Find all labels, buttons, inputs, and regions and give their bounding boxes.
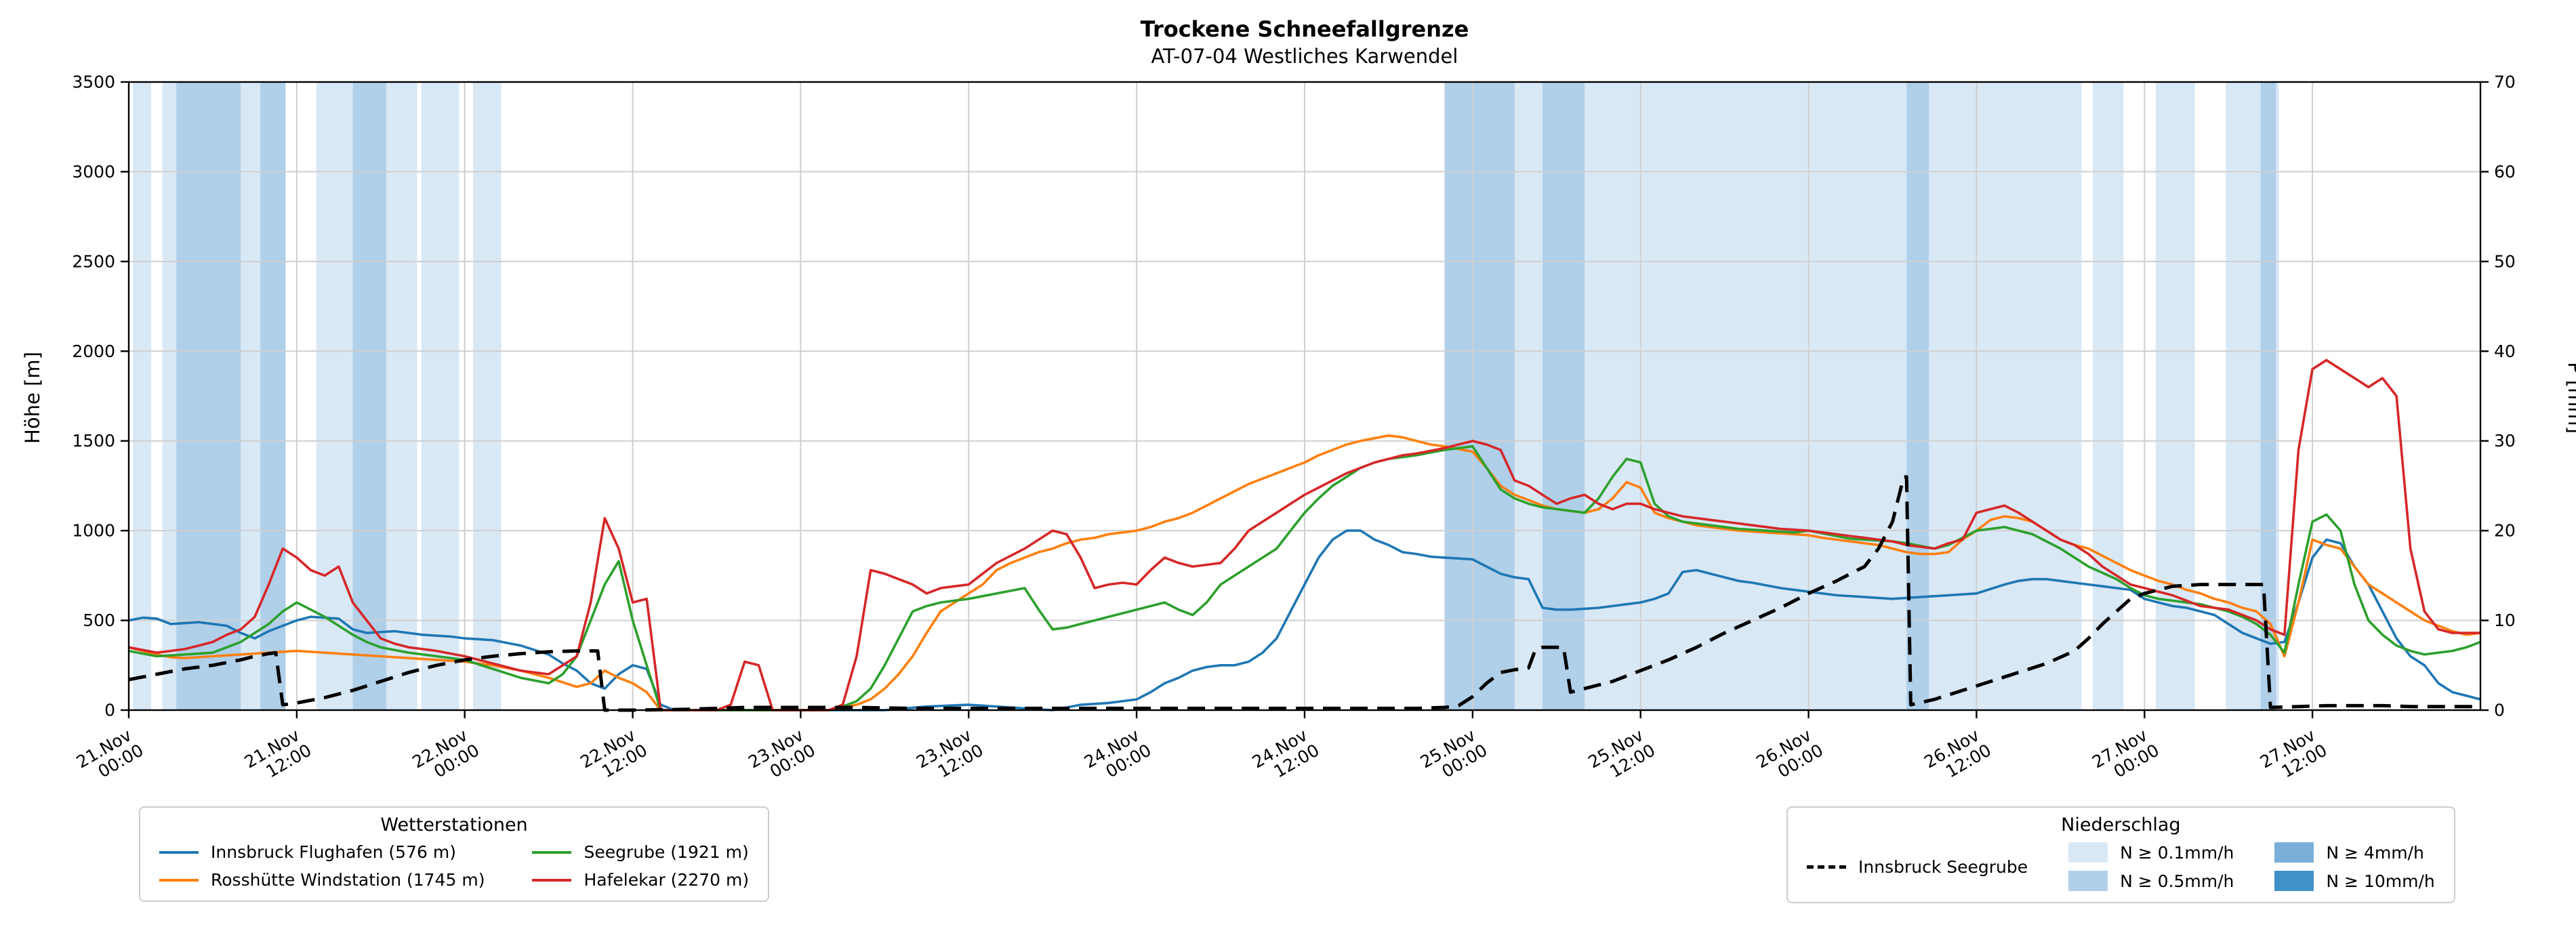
series-line-innsbruck-flughafen-576-m xyxy=(128,529,2481,711)
precip-band xyxy=(421,82,459,710)
legend-label: Hafelekar (2270 m) xyxy=(584,870,750,890)
series-line-innsbruck-seegrube xyxy=(128,475,2480,712)
chart-title: Trockene Schneefallgrenze xyxy=(1140,16,1469,42)
precip-band xyxy=(2092,82,2124,710)
legend-precip-title: Niederschlag xyxy=(2061,814,2181,835)
y-tick-left: 3000 xyxy=(72,162,115,182)
y-tick-left: 500 xyxy=(83,611,115,630)
y-tick-left: 2000 xyxy=(72,342,115,361)
legend-niederschlag: Niederschlag Innsbruck Seegrube N ≥ 0.1m… xyxy=(1786,806,2455,903)
y-tick-right: 20 xyxy=(2494,521,2516,541)
chart-plot-area: 0 500 1000 1500 2000 2500 3000 3500 0 10 20 30 40 50 6… xyxy=(72,73,2516,782)
legend-item-n05: N ≥ 0.5mm/h xyxy=(2068,871,2234,891)
precip-band xyxy=(176,82,241,710)
precip-patch-icon xyxy=(2068,871,2108,891)
y-tick-right: 30 xyxy=(2494,431,2516,451)
precip-patch-icon xyxy=(2068,842,2108,863)
legend-label: Innsbruck Flughafen (576 m) xyxy=(211,842,456,862)
chart-subtitle: AT-07-04 Westliches Karwendel xyxy=(1151,45,1458,68)
line-swatch-icon xyxy=(159,878,199,882)
legend-precip-body: Innsbruck Seegrube N ≥ 0.1mm/h N ≥ 0.5mm… xyxy=(1807,842,2435,891)
precip-band xyxy=(473,82,502,710)
line-swatch-icon xyxy=(159,850,199,854)
y-tick-left: 3500 xyxy=(72,73,115,92)
precip-bands xyxy=(133,82,2279,710)
legend-label: N ≥ 0.5mm/h xyxy=(2120,871,2234,891)
legend-label: N ≥ 0.1mm/h xyxy=(2120,842,2234,863)
precip-band xyxy=(133,82,152,710)
legend-item-innsbruck-flughafen: Innsbruck Flughafen (576 m) xyxy=(159,842,485,862)
line-swatch-icon xyxy=(532,850,572,854)
y-tick-left: 1500 xyxy=(72,431,115,451)
legend-label: Innsbruck Seegrube xyxy=(1858,856,2028,877)
legend-item-hafelekar: Hafelekar (2270 m) xyxy=(532,870,749,890)
legend-stations-title: Wetterstationen xyxy=(380,814,528,835)
y-tick-right: 0 xyxy=(2494,701,2505,720)
y-tick-right: 70 xyxy=(2494,73,2516,92)
legend-label: N ≥ 4mm/h xyxy=(2326,842,2424,863)
y-tick-left: 2500 xyxy=(72,251,115,271)
legend-label: Rosshütte Windstation (1745 m) xyxy=(211,870,485,890)
y-tick-right: 40 xyxy=(2494,342,2516,361)
y-tick-right: 60 xyxy=(2494,162,2516,182)
precip-band xyxy=(1444,82,1515,710)
precip-band xyxy=(352,82,387,710)
dashed-line-swatch-icon xyxy=(1807,865,1846,869)
precip-band xyxy=(1542,82,1585,710)
y-tick-right: 50 xyxy=(2494,251,2516,271)
legend-item-seegrube: Seegrube (1921 m) xyxy=(532,842,749,862)
legend-item-n4: N ≥ 4mm/h xyxy=(2274,842,2434,863)
legend-label: Seegrube (1921 m) xyxy=(584,842,749,862)
precip-patch-icon xyxy=(2274,871,2314,891)
legend-label: N ≥ 10mm/h xyxy=(2326,871,2435,891)
y-tick-left: 1000 xyxy=(72,521,115,541)
line-swatch-icon xyxy=(532,878,572,882)
legend-precip-col-2: N ≥ 4mm/h N ≥ 10mm/h xyxy=(2274,842,2435,891)
series-line-hafelekar-2270-m xyxy=(128,358,2480,711)
precip-band xyxy=(260,82,286,710)
y-tick-left: 0 xyxy=(104,701,115,720)
legend-precip-col-1: N ≥ 0.1mm/h N ≥ 0.5mm/h xyxy=(2068,842,2234,891)
legend-stations-grid: Innsbruck Flughafen (576 m) Rosshütte Wi… xyxy=(159,842,749,890)
legend-item-n01: N ≥ 0.1mm/h xyxy=(2068,842,2234,863)
legend-item-n10: N ≥ 10mm/h xyxy=(2274,871,2435,891)
precip-band xyxy=(1906,82,1929,710)
legend-item-rosshuette: Rosshütte Windstation (1745 m) xyxy=(159,870,485,890)
legend-item-innsbruck-seegrube: Innsbruck Seegrube xyxy=(1807,857,2028,877)
precip-band xyxy=(2260,82,2276,710)
y-tick-right: 10 xyxy=(2494,611,2516,630)
precip-patch-icon xyxy=(2274,842,2314,863)
precip-band xyxy=(2155,82,2195,710)
legend-wetterstationen: Wetterstationen Innsbruck Flughafen (576… xyxy=(139,806,770,902)
